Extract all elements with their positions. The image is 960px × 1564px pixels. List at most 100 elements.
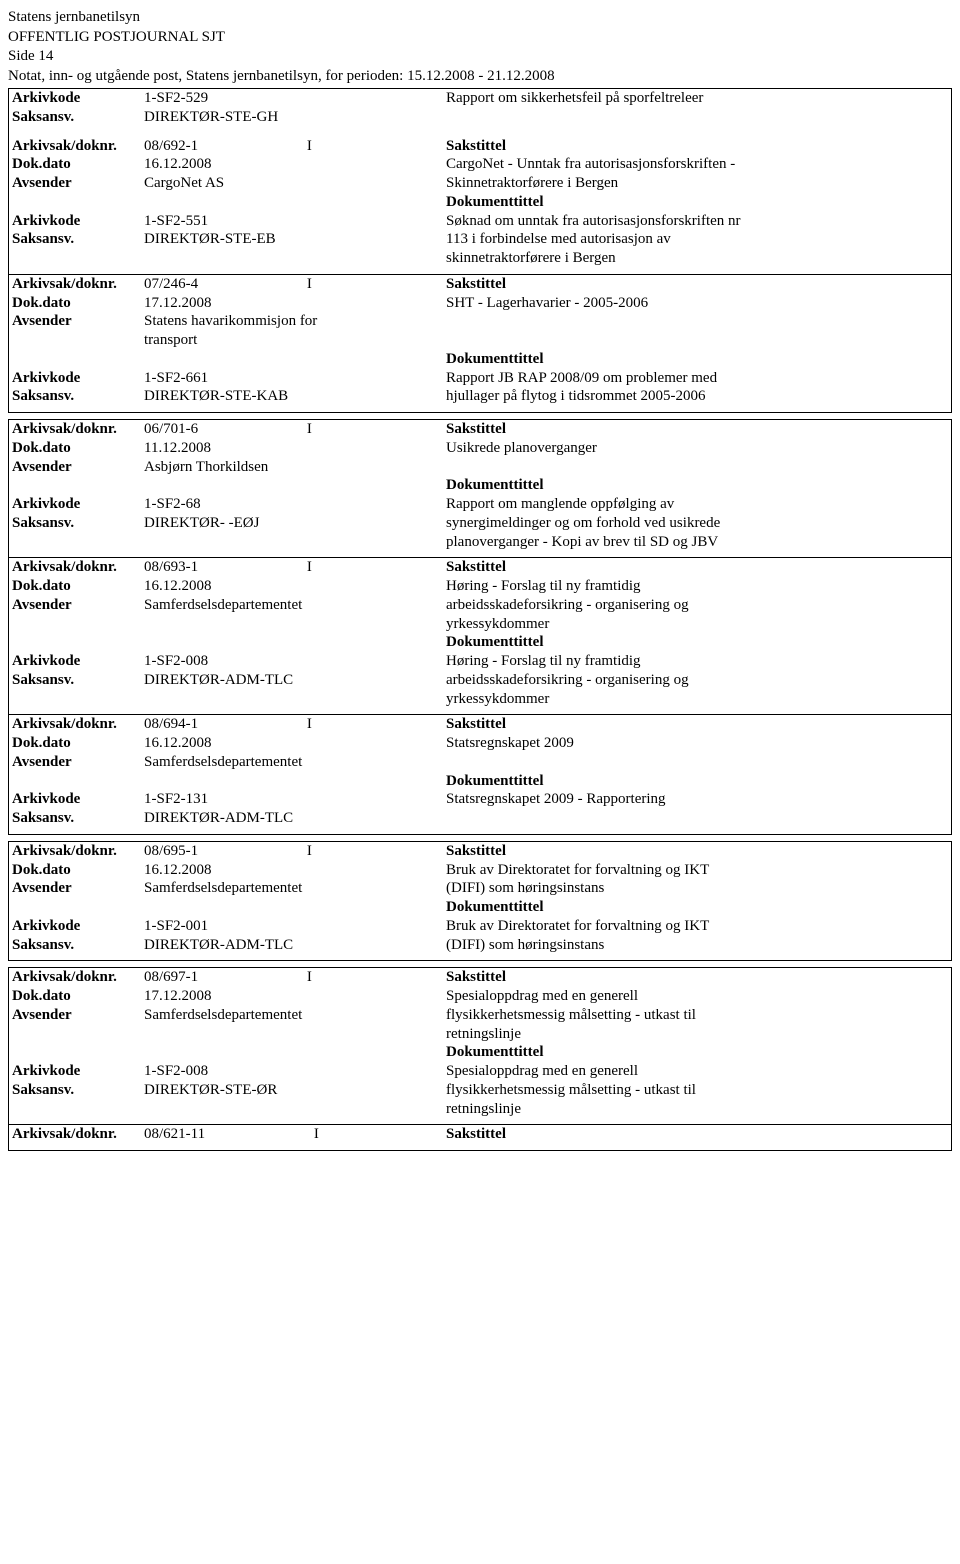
sakstittel-col: Dokumenttittel [444, 772, 951, 791]
field-label: Arkivsak/doknr. [9, 137, 142, 156]
sakstittel-col: synergimeldinger og om forhold ved usikr… [444, 514, 951, 533]
field-value: Samferdselsdepartementet [142, 753, 444, 772]
sakstittel-col: Høring - Forslag til ny framtidig [444, 652, 951, 671]
journal-entry: Arkivsak/doknr.08/692-1 ISakstittelDok.d… [9, 137, 951, 274]
field-value: DIREKTØR-ADM-TLC [142, 671, 444, 690]
field-value: DIREKTØR-STE-EB [142, 230, 444, 249]
field-label: Avsender [9, 174, 142, 193]
field-value: 16.12.2008 [142, 155, 444, 174]
field-value: transport [142, 331, 444, 350]
field-label [9, 690, 142, 709]
field-label: Dok.dato [9, 861, 142, 880]
sakstittel-col: planoverganger - Kopi av brev til SD og … [444, 533, 951, 552]
journal-content: Arkivkode1-SF2-529Rapport om sikkerhetsf… [8, 88, 952, 1151]
field-value: DIREKTØR- -EØJ [142, 514, 444, 533]
journal-entry: Arkivsak/doknr.08/695-1 ISakstittelDok.d… [9, 842, 951, 961]
field-label: Saksansv. [9, 387, 142, 406]
field-value: Samferdselsdepartementet [142, 1006, 444, 1025]
sakstittel-col: Dokumenttittel [444, 898, 951, 917]
field-value: DIREKTØR-STE-GH [142, 108, 444, 127]
field-value: 08/695-1 I [142, 842, 444, 861]
sakstittel-col: Søknad om unntak fra autorisasjonsforskr… [444, 212, 951, 231]
field-label [9, 533, 142, 552]
sakstittel-col [444, 809, 951, 828]
field-value: 1-SF2-529 [142, 89, 444, 108]
field-label: Saksansv. [9, 809, 142, 828]
field-value: 11.12.2008 [142, 439, 444, 458]
field-value [142, 772, 444, 791]
document-header: Statens jernbanetilsyn OFFENTLIG POSTJOU… [8, 8, 952, 86]
field-label [9, 633, 142, 652]
field-label [9, 1043, 142, 1062]
field-value: DIREKTØR-STE-KAB [142, 387, 444, 406]
sakstittel-col: flysikkerhetsmessig målsetting - utkast … [444, 1081, 951, 1100]
field-value [142, 533, 444, 552]
journal-entry: Arkivsak/doknr.08/694-1 ISakstittelDok.d… [9, 714, 951, 834]
field-label: Arkivkode [9, 652, 142, 671]
sakstittel-col: retningslinje [444, 1100, 951, 1119]
sakstittel-col: Dokumenttittel [444, 193, 951, 212]
field-label: Avsender [9, 596, 142, 615]
field-value: 07/246-4 I [142, 275, 444, 294]
journal-entry: Arkivsak/doknr.07/246-4 ISakstittelDok.d… [9, 274, 951, 412]
sakstittel-col: Sakstittel [444, 558, 951, 577]
field-value: CargoNet AS [142, 174, 444, 193]
field-value: 08/693-1 I [142, 558, 444, 577]
field-value [142, 1025, 444, 1044]
page-number: Side 14 [8, 47, 952, 67]
field-label: Arkivsak/doknr. [9, 968, 142, 987]
sakstittel-col: Sakstittel [444, 420, 951, 439]
field-label: Arkivkode [9, 369, 142, 388]
field-value: 17.12.2008 [142, 987, 444, 1006]
field-label: Avsender [9, 458, 142, 477]
sakstittel-col [444, 458, 951, 477]
sakstittel-col: Usikrede planoverganger [444, 439, 951, 458]
sakstittel-col: yrkessykdommer [444, 615, 951, 634]
field-value: 1-SF2-551 [142, 212, 444, 231]
sakstittel-col: Sakstittel [444, 137, 951, 156]
sakstittel-col: retningslinje [444, 1025, 951, 1044]
field-label: Saksansv. [9, 230, 142, 249]
field-value: DIREKTØR-STE-ØR [142, 1081, 444, 1100]
journal-title: OFFENTLIG POSTJOURNAL SJT [8, 28, 952, 48]
field-value [142, 249, 444, 268]
sakstittel-col: arbeidsskadeforsikring - organisering og [444, 596, 951, 615]
field-value: 1-SF2-131 [142, 790, 444, 809]
field-label: Arkivsak/doknr. [9, 275, 142, 294]
sakstittel-col: Dokumenttittel [444, 1043, 951, 1062]
field-value: Statens havarikommisjon for [142, 312, 444, 331]
field-label [9, 1025, 142, 1044]
field-value: 08/694-1 I [142, 715, 444, 734]
field-label: Saksansv. [9, 514, 142, 533]
field-label: Saksansv. [9, 1081, 142, 1100]
field-value: DIREKTØR-ADM-TLC [142, 809, 444, 828]
field-value [142, 690, 444, 709]
field-label: Arkivkode [9, 1062, 142, 1081]
field-value: Asbjørn Thorkildsen [142, 458, 444, 477]
field-label: Arkivsak/doknr. [9, 420, 142, 439]
field-value [142, 476, 444, 495]
field-label: Dok.dato [9, 294, 142, 313]
field-label: Avsender [9, 312, 142, 331]
period-line: Notat, inn- og utgående post, Statens je… [8, 67, 952, 87]
sakstittel-col: hjullager på flytog i tidsrommet 2005-20… [444, 387, 951, 406]
sakstittel-col [444, 753, 951, 772]
field-label: Arkivkode [9, 790, 142, 809]
field-label [9, 1100, 142, 1119]
sakstittel-col: CargoNet - Unntak fra autorisasjonsforsk… [444, 155, 951, 174]
journal-box: Arkivkode1-SF2-529Rapport om sikkerhetsf… [8, 88, 952, 413]
sakstittel-col: SHT - Lagerhavarier - 2005-2006 [444, 294, 951, 313]
field-value: 1-SF2-661 [142, 369, 444, 388]
field-value [142, 615, 444, 634]
field-label: Arkivsak/doknr. [9, 715, 142, 734]
field-label: Dok.dato [9, 439, 142, 458]
field-value: 16.12.2008 [142, 577, 444, 596]
sakstittel-col: (DIFI) som høringsinstans [444, 936, 951, 955]
journal-entry: Arkivsak/doknr.08/621-11 ISakstittel [9, 1124, 951, 1150]
field-value [142, 1100, 444, 1119]
sakstittel-col [444, 331, 951, 350]
field-value: 16.12.2008 [142, 861, 444, 880]
field-label: Avsender [9, 879, 142, 898]
sakstittel-col: Rapport JB RAP 2008/09 om problemer med [444, 369, 951, 388]
field-value: 1-SF2-001 [142, 917, 444, 936]
